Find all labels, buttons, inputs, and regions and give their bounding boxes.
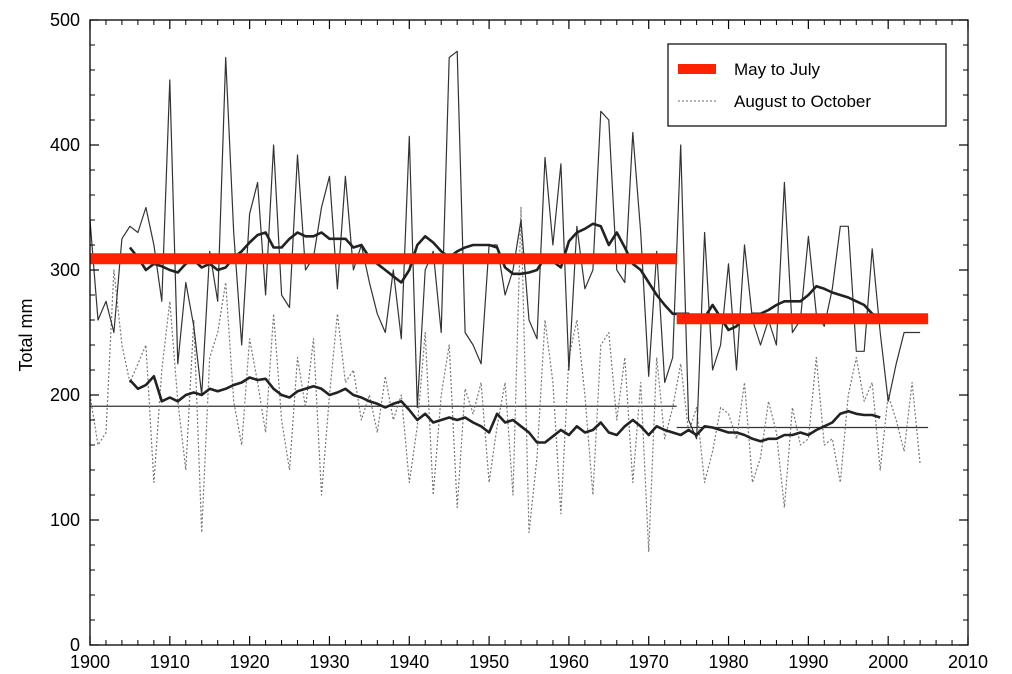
x-tick-label: 1960 [549, 652, 589, 672]
x-tick-label: 1980 [709, 652, 749, 672]
y-tick-label: 200 [50, 385, 80, 405]
x-tick-label: 1950 [469, 652, 509, 672]
y-tick-label: 300 [50, 260, 80, 280]
legend-label-1: August to October [734, 92, 871, 111]
x-tick-label: 1910 [150, 652, 190, 672]
plot-frame [89, 19, 969, 646]
series-line-3-smoothed-thick [128, 374, 881, 444]
x-tick-label: 1920 [230, 652, 270, 672]
y-tick-label: 0 [70, 635, 80, 655]
x-tick-label: 1990 [788, 652, 828, 672]
legend-label-0: May to July [734, 60, 820, 79]
y-tick-label: 500 [50, 10, 80, 30]
axes: 1900 1910 1920 1930 1940 1950 1960 1970 1980 1990… [50, 10, 988, 672]
x-tick-label: 1940 [389, 652, 429, 672]
x-tick-label: 1900 [70, 652, 110, 672]
series-line-0-thin-solid [90, 50, 921, 440]
x-tick-label: 1970 [629, 652, 669, 672]
x-tick-label: 2000 [868, 652, 908, 672]
x-tick-label: 2010 [948, 652, 988, 672]
legend: May to July August to October [667, 43, 947, 127]
x-tick-label: 1930 [309, 652, 349, 672]
y-tick-label: 400 [50, 135, 80, 155]
series-line-1-dotted [90, 206, 921, 552]
y-axis-title: Total mm [16, 298, 36, 371]
legend-box [667, 43, 947, 127]
plot-area [90, 50, 929, 552]
y-tick-label: 100 [50, 510, 80, 530]
